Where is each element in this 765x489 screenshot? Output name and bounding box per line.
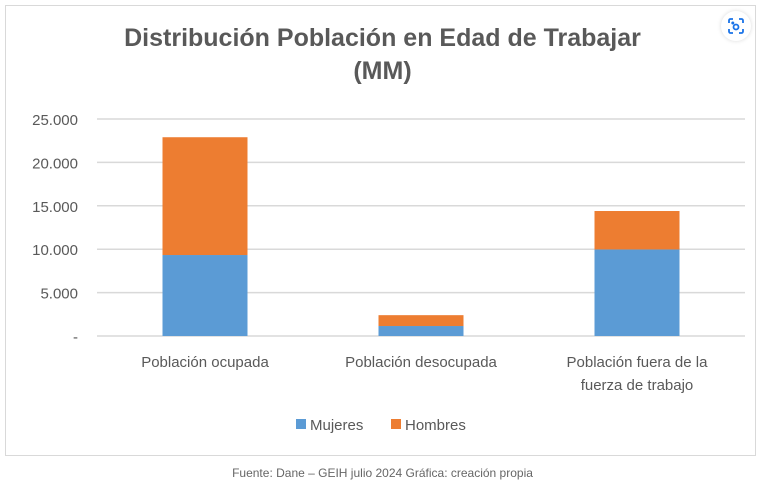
bar-hombres xyxy=(162,137,248,256)
y-tick-label: 20.000 xyxy=(32,155,78,172)
visual-search-button[interactable] xyxy=(721,11,751,41)
bar-hombres xyxy=(378,315,464,327)
x-tick-label: Población desocupada xyxy=(345,354,497,371)
x-tick-label: fuerza de trabajo xyxy=(581,377,694,394)
chart-title-line-1: Distribución Población en Edad de Trabaj… xyxy=(124,24,641,52)
y-tick-label: 5.000 xyxy=(40,286,78,303)
legend-label-mujeres: Mujeres xyxy=(310,417,363,434)
visual-search-icon xyxy=(728,18,744,34)
chart-title-line-2: (MM) xyxy=(353,57,412,85)
bar-mujeres xyxy=(162,255,248,336)
legend-swatch-hombres xyxy=(391,419,401,429)
y-tick-label: - xyxy=(73,329,78,346)
chart-plot: - 5.000 10.000 15.000 20.000 25.000 Población … xyxy=(32,112,745,434)
bar-mujeres xyxy=(594,249,680,336)
source-caption: Fuente: Dane – GEIH julio 2024 Gráfica: … xyxy=(232,466,533,480)
bar-hombres xyxy=(594,211,680,250)
chart-title: Distribución Población en Edad de Trabaj… xyxy=(0,22,765,88)
bar-mujeres xyxy=(378,326,464,336)
legend-label-hombres: Hombres xyxy=(405,417,466,434)
x-tick-label: Población ocupada xyxy=(141,354,269,371)
y-tick-label: 15.000 xyxy=(32,199,78,216)
legend-swatch-mujeres xyxy=(296,419,306,429)
y-tick-label: 25.000 xyxy=(32,112,78,129)
x-tick-label: Población fuera de la xyxy=(567,354,709,371)
y-tick-label: 10.000 xyxy=(32,242,78,259)
